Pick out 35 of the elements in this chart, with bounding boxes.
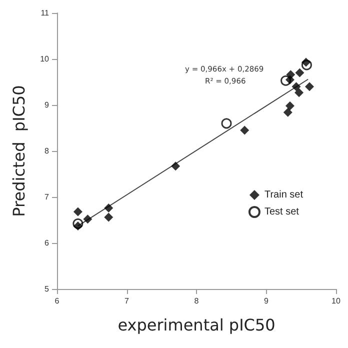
point [104, 204, 114, 213]
y-axis-title: Predicted pIC50 [10, 85, 28, 217]
x-tick-label: 10 [332, 296, 341, 306]
y-tick-label: 9 [44, 100, 50, 110]
point [280, 75, 292, 86]
point [104, 212, 114, 222]
y-tick-label: 6 [44, 238, 50, 248]
x-tick-label: 6 [54, 296, 60, 306]
x-tick-label: 7 [124, 296, 130, 306]
point [72, 218, 84, 229]
x-tick-label: 8 [194, 296, 200, 306]
y-tick-label: 8 [44, 146, 50, 156]
y-tick-label: 11 [40, 8, 50, 18]
y-tick-label: 5 [44, 284, 50, 294]
y-tick-label: 10 [40, 54, 50, 64]
point [73, 221, 82, 230]
point [301, 60, 312, 70]
point [171, 162, 180, 171]
x-axis-title: experimental pIC50 [118, 316, 276, 334]
point [285, 75, 294, 84]
point [294, 88, 304, 98]
point [292, 82, 301, 92]
point [304, 82, 314, 92]
point [83, 214, 92, 224]
point [295, 68, 304, 78]
point [73, 207, 82, 216]
x-tick-label: 9 [264, 296, 270, 306]
point [240, 126, 250, 135]
point [221, 118, 232, 129]
y-tick-label: 7 [44, 192, 50, 202]
legend-label: Test set [264, 206, 300, 218]
legend-label: Train set [264, 190, 304, 200]
point [285, 101, 294, 110]
point [283, 108, 292, 117]
point [302, 58, 311, 67]
